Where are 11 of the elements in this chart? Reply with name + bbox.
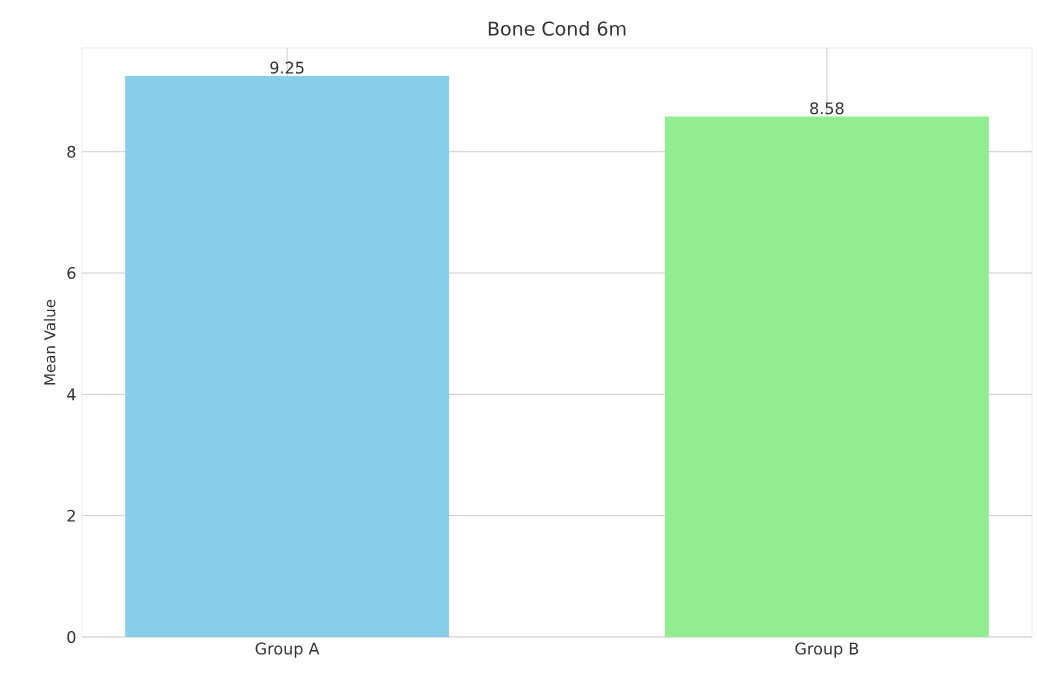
y-axis-title: Mean Value (43, 299, 56, 385)
y-tick-label: 2 (67, 509, 75, 522)
y-tick-label: 6 (67, 266, 76, 280)
x-tick-label: Group A (255, 642, 320, 658)
data-label: 9.25 (270, 61, 304, 74)
y-tick-label: 4 (67, 388, 76, 401)
data-label: 8.58 (810, 102, 844, 115)
x-tick-label: Group B (795, 642, 859, 658)
y-tick-label: 8 (67, 145, 76, 158)
chart-title: Bone Cond 6m (488, 21, 626, 36)
y-tick-label: 0 (67, 630, 76, 644)
